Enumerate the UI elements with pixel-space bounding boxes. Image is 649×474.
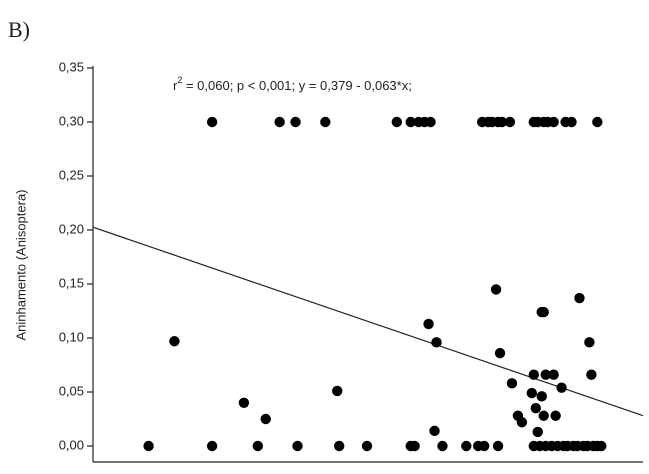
point: [596, 440, 607, 452]
point: [143, 440, 154, 452]
point: [405, 116, 416, 128]
point: [516, 417, 528, 428]
point: [538, 306, 549, 318]
point: [206, 440, 218, 452]
point: [574, 292, 585, 304]
y-axis-label: Aninhamento (Anisoptera): [13, 189, 28, 340]
y-tick-label: 0,25: [59, 167, 84, 182]
point: [494, 347, 506, 359]
point: [538, 410, 549, 421]
point: [332, 385, 343, 397]
point: [260, 413, 271, 425]
y-tick-label: 0,05: [59, 383, 84, 398]
point: [478, 440, 490, 452]
point: [566, 116, 577, 128]
y-tick-label: 0,00: [59, 437, 84, 452]
point: [461, 440, 472, 452]
point: [391, 116, 402, 128]
point: [274, 116, 285, 128]
point: [252, 440, 264, 452]
point: [548, 369, 559, 380]
point: [540, 369, 551, 380]
annotation-part: = 0,060; p < 0,001; y = 0,379 - 0,063*x;: [182, 78, 411, 93]
point: [592, 116, 603, 128]
annotation-part: r: [173, 78, 178, 93]
panel-label: B): [8, 17, 30, 42]
point: [556, 382, 567, 393]
point: [238, 397, 250, 408]
y-tick-label: 0,30: [59, 113, 84, 128]
point: [490, 284, 502, 295]
point: [536, 391, 547, 402]
point: [526, 387, 538, 399]
annotation: r2 = 0,060; p < 0,001; y = 0,379 - 0,063…: [173, 75, 412, 93]
point: [290, 116, 301, 128]
y-tick-label: 0,35: [59, 59, 84, 74]
point: [334, 440, 345, 452]
point: [169, 336, 180, 347]
y-tick-label: 0,10: [59, 329, 84, 344]
point: [292, 440, 303, 452]
point: [532, 426, 543, 438]
regression-line: [92, 226, 644, 417]
point: [320, 116, 331, 128]
point: [528, 369, 539, 380]
point: [409, 440, 420, 452]
point: [429, 425, 440, 437]
point: [496, 116, 508, 128]
y-tick-label: 0,15: [59, 275, 84, 290]
y-tick-label: 0,20: [59, 221, 84, 236]
point: [492, 440, 504, 452]
point: [548, 116, 559, 128]
point: [586, 369, 597, 380]
point: [431, 337, 442, 348]
point: [423, 318, 434, 330]
point: [206, 116, 218, 128]
annotation-part: 2: [177, 75, 182, 85]
point: [437, 440, 448, 452]
point: [504, 116, 516, 128]
point: [550, 410, 561, 421]
point: [530, 403, 541, 414]
point: [361, 440, 373, 452]
point: [506, 378, 518, 389]
point: [584, 337, 595, 348]
point: [425, 116, 436, 128]
